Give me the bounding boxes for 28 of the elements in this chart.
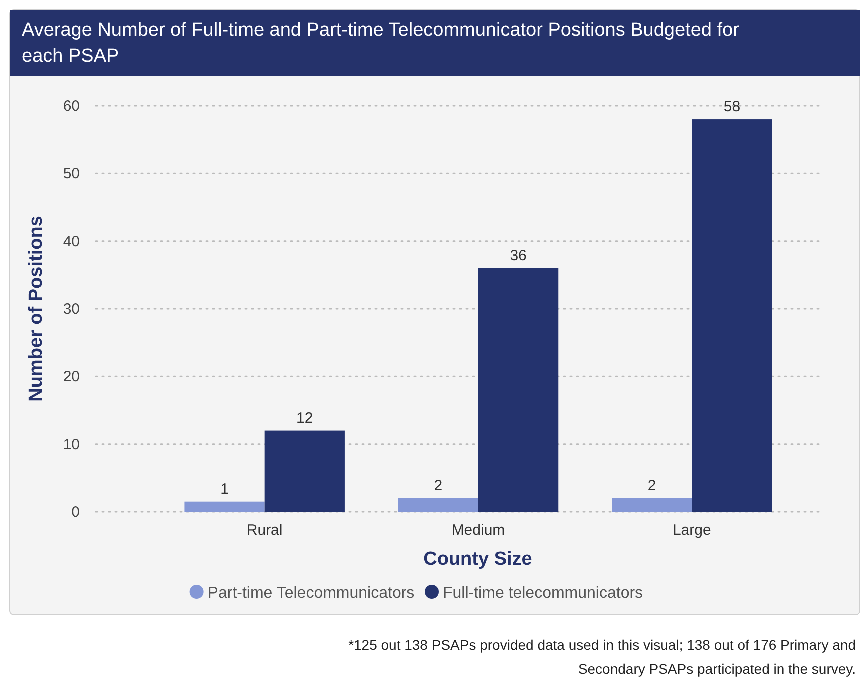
x-axis-title: County Size <box>424 549 532 570</box>
bar <box>398 498 478 512</box>
y-tick-label: 60 <box>63 98 80 115</box>
y-tick-label: 20 <box>63 368 80 386</box>
legend-label: Full-time telecommunicators <box>443 585 644 602</box>
legend-label: Part-time Telecommunicators <box>208 585 415 602</box>
bar <box>692 120 772 512</box>
y-tick-label: 0 <box>72 504 80 521</box>
x-tick-label: Large <box>672 522 712 539</box>
bar <box>184 502 265 512</box>
bar <box>612 498 692 512</box>
bar <box>478 268 559 512</box>
y-tick-label: 10 <box>63 436 80 454</box>
data-label: 2 <box>434 477 443 494</box>
bar <box>264 430 345 512</box>
y-tick-label: 40 <box>63 233 80 250</box>
y-axis-title: Number of Positions <box>26 216 47 402</box>
chart-title: Average Number of Full-time and Part-time Telecommunicator Positions Budgeted for each PSAP <box>22 20 740 67</box>
data-label: 2 <box>648 477 656 494</box>
y-tick-label: 50 <box>63 166 80 183</box>
text: *125 out 138 PSAPs provided data used in this visual; 138 out of 176 Primary and Secondary PSAPs participated in the survey. <box>348 637 856 677</box>
y-tick-label: 30 <box>63 301 80 318</box>
data-label: 12 <box>296 410 314 427</box>
data-label: 1 <box>220 480 229 498</box>
data-label: 36 <box>510 247 527 264</box>
data-label: 58 <box>724 98 741 116</box>
x-tick-label: Medium <box>452 522 506 539</box>
x-tick-label: Rural <box>246 522 283 539</box>
